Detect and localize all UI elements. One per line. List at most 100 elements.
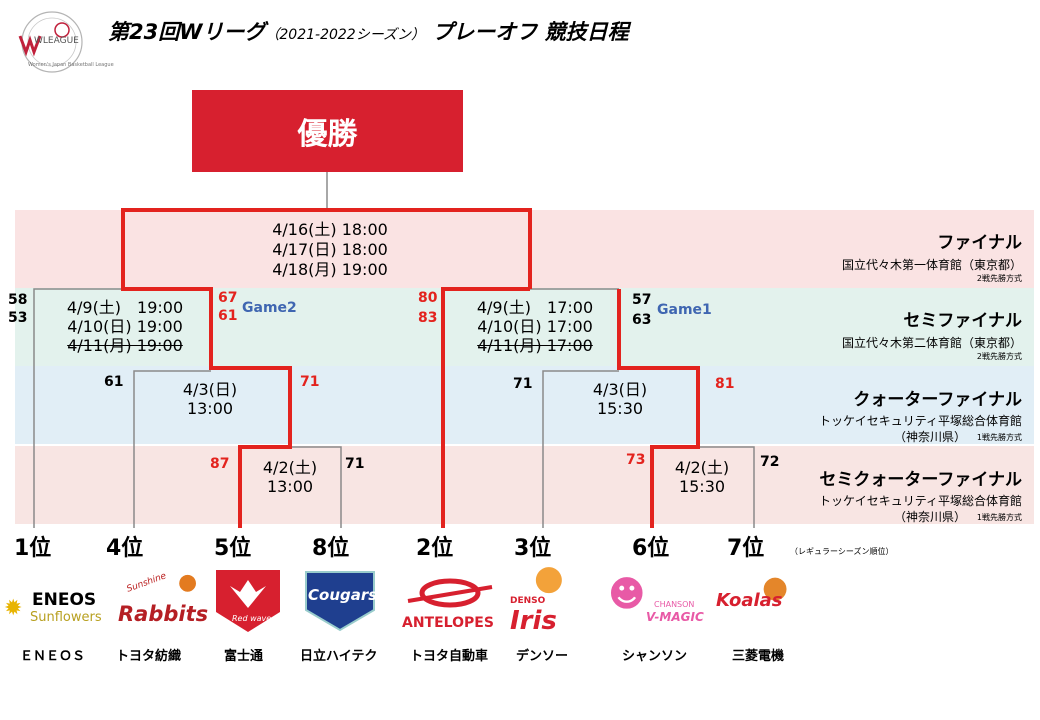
round-format-quarterfinal: 1戦先勝方式: [976, 433, 1022, 442]
iris-logo-text: Iris: [510, 606, 557, 636]
team-name-hitachi-hightech: 日立ハイテク: [300, 649, 378, 664]
sqf-right-time: 15:30: [678, 477, 726, 496]
sf-right-score-a1: 80: [418, 290, 438, 306]
round-venue2-semiquarterfinal: （神奈川県）: [894, 508, 966, 525]
eneos-logo-text: ENEOS: [32, 590, 97, 610]
sf-right-score-a2: 83: [418, 310, 438, 326]
redwave-logo-text: Red wave: [232, 614, 272, 623]
sqf-right-score-a: 73: [626, 452, 646, 468]
sf-right-score-b1: 57: [632, 292, 652, 308]
team-name-mitsubishi: 三菱電機: [732, 649, 785, 664]
sqf-left-date: 4/2(土): [262, 458, 318, 477]
vmagic-logo-text: V-MAGIC: [646, 610, 704, 624]
sf-left-score-a1: 58: [8, 292, 28, 308]
rank-8: 8位: [312, 536, 350, 561]
sqf-left-time: 13:00: [266, 477, 314, 496]
qf-right-date: 4/3(日): [592, 380, 648, 399]
league-logo-subtext: Women's Japan Basketball League: [28, 62, 114, 68]
koalas-mascot-icon: ●: [762, 570, 789, 605]
round-venue-final: 国立代々木第一体育館（東京都）: [841, 258, 1022, 272]
qf-left-score-a: 61: [104, 374, 124, 390]
team-logo-cougars: Cougars: [302, 568, 378, 632]
ranks-note: （レギュラーシーズン順位）: [790, 547, 894, 556]
league-logo-text: WLEAGUE: [34, 36, 79, 46]
round-venue-semifinal: 国立代々木第二体育館（東京都）: [841, 336, 1022, 350]
rank-7: 7位: [727, 536, 765, 561]
team-logo-rabbits: Sunshine Rabbits ●: [118, 570, 208, 640]
round-name-final: ファイナル: [937, 233, 1022, 253]
rank-5: 5位: [214, 536, 252, 561]
team-name-denso: デンソー: [516, 649, 569, 664]
sf-right-date-3: 4/11(月) 17:00: [477, 336, 593, 355]
iris-basketball-icon: ●: [534, 558, 564, 598]
sf-left-date-1: 4/9(土) 19:00: [66, 298, 184, 317]
team-logo-redwave: Red wave: [212, 568, 284, 634]
team-logo-koalas: ● Koalas: [716, 570, 806, 630]
qf-right-time: 15:30: [596, 399, 644, 418]
cougars-logo-text: Cougars: [308, 586, 378, 604]
round-format-semifinal: 2戦先勝方式: [976, 352, 1022, 361]
team-logo-eneos: ✹ ENEOS Sunflowers: [2, 590, 112, 630]
basketball-icon: ●: [178, 570, 198, 595]
team-name-chanson: シャンソン: [622, 649, 688, 664]
team-logo-vmagic: ☻ CHANSON V-MAGIC: [606, 570, 710, 636]
qf-left-date: 4/3(日): [182, 380, 238, 399]
vmagic-mascot-icon: ☻: [608, 574, 646, 615]
page-title-main: 第23回Wリーグ: [108, 20, 266, 44]
iris-logo-sub: DENSO: [510, 596, 546, 606]
rabbits-logo-text: Rabbits: [118, 602, 209, 626]
final-date-3: 4/18(月) 19:00: [272, 260, 388, 279]
round-name-semiquarterfinal: セミクォーターファイナル: [819, 470, 1022, 490]
koalas-logo-text: Koalas: [716, 590, 783, 611]
band-final: [15, 210, 1034, 288]
champion-box: 優勝: [192, 90, 463, 172]
antelopes-logo-text: ANTELOPES: [402, 615, 494, 631]
round-venue-semiquarterfinal: トッケイセキュリティ平塚総合体育館: [818, 494, 1022, 508]
eneos-logo-sub: Sunflowers: [30, 610, 102, 625]
sf-left-date-3: 4/11(月) 19:00: [67, 336, 183, 355]
team-name-fujitsu: 富士通: [224, 649, 264, 664]
sf-left-date-2: 4/10(日) 19:00: [67, 317, 183, 336]
team-name-toyota-boshoku: トヨタ紡織: [116, 649, 182, 664]
qf-left-time: 13:00: [186, 399, 234, 418]
band-quarterfinal: [15, 366, 1034, 444]
round-venue2-quarterfinal-text: （神奈川県）: [893, 430, 966, 444]
sqf-right-score-b: 72: [760, 454, 780, 470]
team-logo-antelopes: ANTELOPES: [400, 575, 500, 635]
qf-right-score-a: 71: [513, 376, 533, 392]
page-title: 第23回Wリーグ（2021-2022シーズン） プレーオフ 競技日程: [108, 16, 629, 46]
league-logo: WLEAGUE Women's Japan Basketball League: [10, 6, 114, 76]
rank-6: 6位: [632, 536, 670, 561]
final-date-1: 4/16(土) 18:00: [272, 220, 388, 239]
rank-2: 2位: [416, 536, 454, 561]
sf-left-game-label: Game2: [242, 300, 297, 316]
round-name-semifinal: セミファイナル: [903, 311, 1022, 331]
team-name-toyota-motor: トヨタ自動車: [410, 649, 489, 664]
sf-right-date-1: 4/9(土) 17:00: [476, 298, 594, 317]
qf-left-score-b: 71: [300, 374, 320, 390]
sf-left-score-b2: 61: [218, 308, 238, 324]
sf-left-score-b1: 67: [218, 290, 238, 306]
team-name-eneos: ＥＮＥＯＳ: [20, 649, 86, 664]
rank-4: 4位: [106, 536, 144, 561]
band-semiquarterfinal: [15, 446, 1034, 524]
rank-3: 3位: [514, 536, 552, 561]
vmagic-logo-sub: CHANSON: [654, 600, 695, 609]
round-format-final: 2戦先勝方式: [976, 274, 1022, 283]
sf-right-score-b2: 63: [632, 312, 652, 328]
round-format-semiquarterfinal: 1戦先勝方式: [976, 513, 1022, 522]
round-venue2-semiquarterfinal-text: （神奈川県）: [893, 510, 966, 524]
round-venue2-quarterfinal: （神奈川県）: [894, 428, 966, 445]
sqf-left-score-b: 71: [345, 456, 365, 472]
sf-left-score-a2: 53: [8, 310, 28, 326]
round-name-quarterfinal: クォーターファイナル: [853, 390, 1022, 410]
sqf-left-score-a: 87: [210, 456, 230, 472]
sqf-right-date: 4/2(土): [674, 458, 730, 477]
team-logo-iris: ● DENSO Iris: [506, 558, 580, 638]
sf-right-game-label: Game1: [657, 302, 712, 318]
page-title-tail: プレーオフ 競技日程: [432, 20, 629, 44]
page-title-season: （2021-2022シーズン）: [265, 27, 425, 43]
final-date-2: 4/17(日) 18:00: [272, 240, 388, 259]
champion-label: 優勝: [297, 117, 358, 152]
